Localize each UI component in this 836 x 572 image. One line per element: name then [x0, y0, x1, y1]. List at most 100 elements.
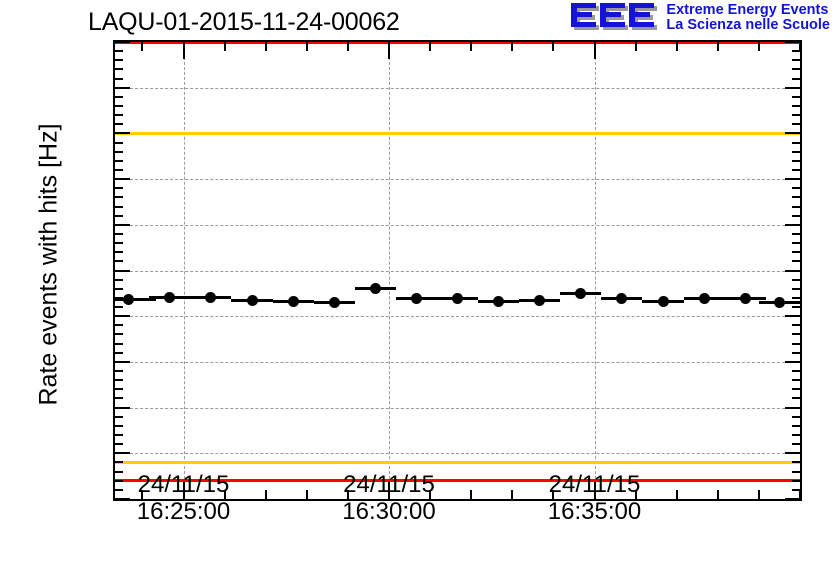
data-point-marker[interactable]: [534, 295, 546, 307]
x-axis-minor-tick: [675, 42, 678, 51]
y-axis-minor-tick: [792, 187, 800, 190]
y-axis-minor-tick: [115, 287, 123, 290]
data-point-marker[interactable]: [616, 292, 628, 304]
eee-logo: Extreme Energy Events La Scienza nelle S…: [568, 1, 830, 35]
y-axis-major-tick: [115, 406, 130, 409]
y-axis-minor-tick: [792, 379, 800, 382]
data-point-marker[interactable]: [328, 296, 340, 308]
x-axis-minor-tick: [634, 490, 637, 499]
y-axis-major-tick: [115, 178, 130, 181]
y-axis-minor-tick: [792, 306, 800, 309]
y-axis-major-tick: [115, 269, 130, 272]
y-axis-minor-tick: [792, 351, 800, 354]
x-axis-minor-tick: [305, 42, 308, 51]
data-point-marker[interactable]: [493, 295, 505, 307]
y-axis-minor-tick: [115, 479, 123, 482]
y-axis-minor-tick: [115, 260, 123, 263]
data-point-marker[interactable]: [452, 292, 463, 304]
threshold-line-upper-red-limit: [115, 42, 800, 44]
x-axis-minor-tick: [305, 490, 308, 499]
plot-frame: [113, 40, 802, 501]
x-axis-tick-label-time: 16:30:00: [342, 497, 436, 525]
y-axis-minor-tick: [115, 168, 123, 171]
x-axis-minor-tick: [716, 490, 719, 499]
x-axis-minor-tick: [757, 42, 760, 51]
y-axis-minor-tick: [792, 50, 800, 53]
y-axis-minor-tick: [115, 242, 123, 245]
y-axis-minor-tick: [792, 260, 800, 263]
x-axis-tick-label: 24/11/15 16:35:00: [495, 471, 695, 526]
page-title: LAQU-01-2015-11-24-00062: [88, 8, 400, 36]
y-axis-minor-tick: [115, 306, 123, 309]
data-point-errorbar: [115, 297, 157, 301]
y-axis-major-tick: [115, 360, 130, 363]
data-point-marker[interactable]: [773, 296, 785, 308]
y-axis-major-tick: [785, 315, 800, 318]
y-axis-major-tick: [115, 452, 130, 455]
y-axis-minor-tick: [115, 443, 123, 446]
y-axis-major-tick: [115, 498, 130, 499]
y-axis-minor-tick: [792, 342, 800, 345]
y-axis-minor-tick: [792, 296, 800, 299]
y-axis-minor-tick: [792, 205, 800, 208]
x-axis-major-tick: [182, 482, 185, 499]
y-axis-minor-tick: [792, 214, 800, 217]
y-axis-major-tick: [785, 498, 800, 499]
y-axis-minor-tick: [792, 168, 800, 171]
y-axis-major-tick: [115, 42, 130, 43]
data-point-marker[interactable]: [739, 293, 751, 305]
x-axis-minor-tick: [141, 490, 144, 499]
gridline-vertical: [594, 42, 596, 499]
data-point-marker[interactable]: [657, 295, 669, 307]
y-axis-minor-tick: [792, 196, 800, 199]
data-point-marker[interactable]: [246, 294, 258, 306]
y-axis-minor-tick: [792, 443, 800, 446]
eee-logo-line2: La Scienza nelle Scuole: [666, 16, 830, 33]
y-axis-minor-tick: [792, 232, 800, 235]
y-axis-minor-tick: [115, 470, 123, 473]
x-axis-minor-tick: [716, 42, 719, 51]
x-axis-major-tick: [182, 42, 185, 59]
y-axis-minor-tick: [115, 488, 123, 491]
y-axis-minor-tick: [792, 59, 800, 62]
threshold-line-lower-red-limit: [115, 479, 800, 483]
x-axis-minor-tick: [757, 490, 760, 499]
y-axis-minor-tick: [115, 232, 123, 235]
y-axis-major-tick: [785, 132, 800, 135]
y-axis-minor-tick: [792, 104, 800, 107]
x-axis-minor-tick: [799, 490, 800, 499]
y-axis-minor-tick: [792, 150, 800, 153]
x-axis-minor-tick: [429, 42, 432, 51]
gridline-vertical: [389, 42, 390, 499]
y-axis-minor-tick: [115, 59, 123, 62]
y-axis-minor-tick: [792, 95, 800, 98]
y-axis-minor-tick: [115, 333, 123, 336]
data-point-marker[interactable]: [123, 293, 135, 305]
x-axis-minor-tick: [552, 42, 555, 51]
data-point-marker[interactable]: [205, 291, 217, 303]
y-axis-minor-tick: [115, 196, 123, 199]
data-point-marker[interactable]: [164, 291, 176, 303]
x-axis-minor-tick: [552, 490, 555, 499]
x-axis-tick-label-date: 24/11/15: [548, 471, 641, 498]
data-point-marker[interactable]: [287, 296, 299, 308]
y-axis-minor-tick: [792, 370, 800, 373]
data-point-marker[interactable]: [410, 292, 422, 304]
x-axis-minor-tick: [799, 42, 800, 51]
y-axis-minor-tick: [115, 50, 123, 53]
y-axis-minor-tick: [115, 214, 123, 217]
data-point-marker[interactable]: [369, 283, 381, 295]
data-point-marker[interactable]: [698, 292, 710, 304]
y-axis-major-tick: [785, 223, 800, 226]
eee-logo-mark: [568, 1, 660, 35]
y-axis-minor-tick: [792, 324, 800, 327]
y-axis-major-tick: [785, 406, 800, 409]
y-axis-title: Rate events with hits [Hz]: [34, 123, 63, 406]
x-axis-minor-tick: [634, 42, 637, 51]
y-axis-minor-tick: [792, 68, 800, 71]
data-point-marker[interactable]: [575, 287, 587, 299]
y-axis-minor-tick: [115, 434, 123, 437]
gridline-horizontal: [115, 453, 800, 455]
y-axis-major-tick: [785, 269, 800, 272]
